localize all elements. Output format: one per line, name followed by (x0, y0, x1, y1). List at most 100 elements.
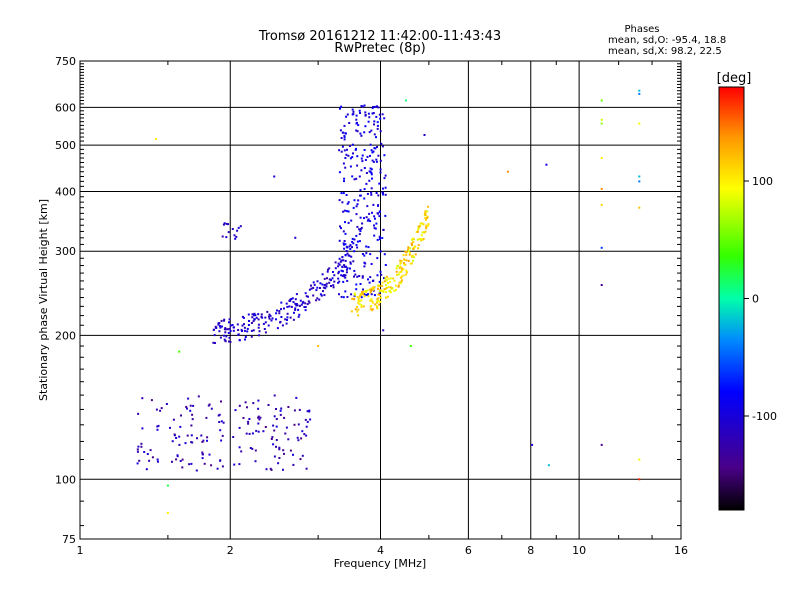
data-point (355, 177, 358, 180)
data-point (370, 263, 373, 265)
data-point (360, 134, 363, 137)
data-point (322, 286, 325, 289)
data-point (386, 295, 389, 298)
data-point (316, 280, 319, 283)
data-point (356, 203, 359, 206)
data-point (398, 267, 401, 270)
data-point (405, 253, 408, 256)
data-point (334, 261, 337, 264)
data-point (236, 323, 239, 326)
data-point (289, 316, 292, 319)
data-point (346, 246, 349, 249)
data-point (257, 430, 260, 433)
data-point (424, 212, 427, 215)
data-point (404, 250, 407, 253)
data-point (377, 287, 379, 290)
data-point (412, 259, 414, 262)
data-point (369, 276, 372, 279)
y-tick-label: 300 (55, 245, 76, 258)
data-point (246, 406, 248, 409)
data-point (407, 250, 410, 252)
data-point (370, 149, 373, 152)
data-point (638, 478, 641, 481)
data-point (351, 175, 354, 178)
data-point (287, 438, 290, 441)
data-point (269, 467, 272, 470)
data-point (226, 328, 229, 331)
data-point (223, 318, 226, 321)
data-point (323, 277, 326, 280)
data-point (264, 321, 267, 324)
data-point (356, 306, 358, 308)
data-point (285, 302, 288, 305)
data-point (352, 260, 355, 263)
data-point (232, 326, 235, 329)
data-point (283, 452, 285, 455)
data-point (151, 456, 154, 459)
data-point (348, 245, 351, 248)
data-point (186, 434, 189, 437)
data-point (414, 253, 417, 256)
data-point (349, 165, 352, 168)
data-point (331, 277, 334, 280)
data-point (415, 230, 418, 233)
data-point (236, 229, 239, 232)
data-point (150, 399, 153, 402)
data-point (343, 209, 346, 212)
data-point (373, 294, 376, 297)
data-point (278, 312, 281, 315)
data-point (251, 447, 254, 450)
data-point (339, 107, 341, 110)
data-point (251, 316, 254, 319)
data-point (376, 127, 379, 130)
data-point (349, 262, 352, 265)
data-point (294, 307, 297, 310)
data-point (149, 449, 152, 452)
data-point (244, 336, 247, 338)
data-point (395, 267, 398, 270)
data-point (368, 131, 371, 134)
data-point (375, 305, 378, 307)
data-point (242, 417, 245, 419)
data-point (375, 192, 378, 194)
data-point (252, 329, 255, 332)
data-point (225, 236, 228, 239)
data-point (232, 436, 235, 438)
data-point (381, 281, 384, 284)
data-point (356, 275, 359, 278)
data-point (417, 227, 420, 230)
data-point (382, 290, 385, 293)
data-point (351, 156, 354, 159)
data-point (385, 291, 388, 293)
data-point (269, 314, 272, 317)
data-point (371, 301, 374, 304)
data-point (410, 262, 413, 265)
data-point (362, 293, 365, 296)
data-point (399, 259, 402, 262)
data-point (257, 323, 260, 326)
data-point (223, 222, 226, 225)
data-point (333, 280, 336, 283)
data-point (361, 253, 364, 255)
data-point (347, 154, 350, 157)
data-point (333, 274, 336, 277)
data-point (220, 400, 222, 403)
data-point (241, 324, 244, 327)
data-point (379, 171, 382, 174)
data-point (350, 310, 353, 313)
data-point (364, 111, 367, 114)
data-point (358, 175, 361, 178)
data-point (386, 282, 389, 285)
data-point (159, 409, 162, 412)
data-point (273, 175, 276, 178)
data-point (166, 484, 169, 487)
data-point (363, 131, 366, 134)
data-point (285, 322, 288, 325)
data-point (212, 328, 215, 331)
data-point (247, 422, 250, 425)
data-point (353, 292, 356, 295)
data-point (301, 430, 304, 433)
data-point (638, 122, 641, 125)
data-point (411, 243, 413, 246)
data-point (293, 423, 296, 426)
